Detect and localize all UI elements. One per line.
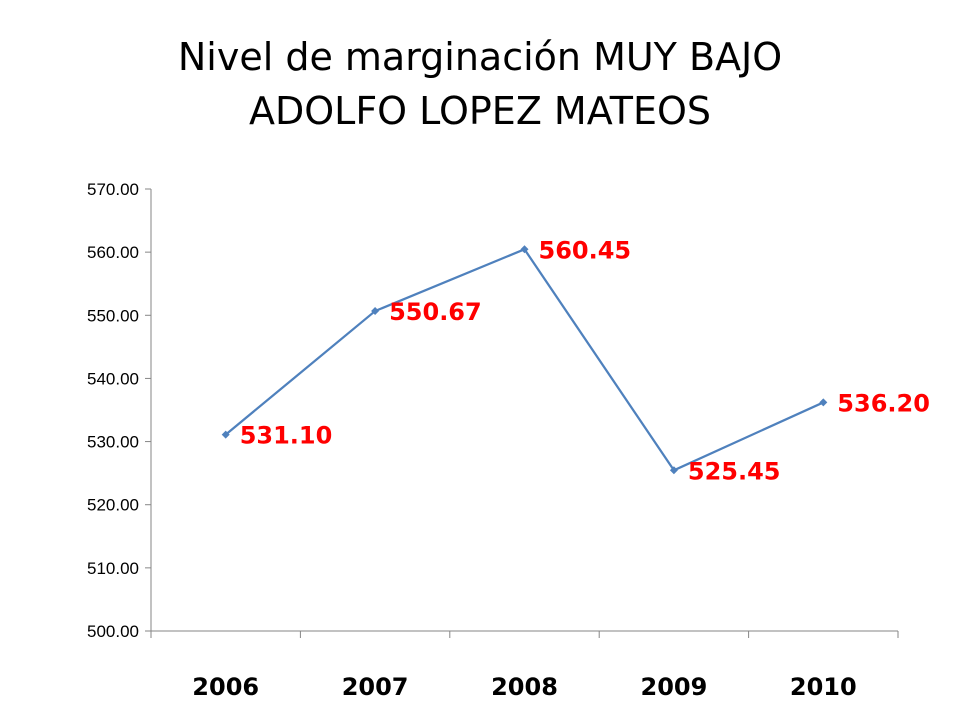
- chart-title: Nivel de marginación MUY BAJO ADOLFO LOP…: [0, 30, 960, 138]
- x-tick-label: 2006: [192, 673, 259, 701]
- y-tick-label: 530.00: [87, 433, 139, 452]
- data-label: 560.45: [539, 236, 632, 264]
- y-tick-label: 570.00: [87, 180, 139, 199]
- data-labels: 531.10 550.67 560.45 525.45 536.20: [240, 236, 930, 485]
- y-tick-label: 500.00: [87, 622, 139, 641]
- x-tick-label: 2009: [641, 673, 708, 701]
- data-point-marker: [669, 466, 678, 475]
- x-tick-label: 2007: [342, 673, 409, 701]
- y-axis: 500.00 510.00 520.00 530.00 540.00 550.00 560.…: [87, 180, 152, 641]
- data-point-marker: [221, 430, 230, 439]
- data-label: 550.67: [389, 298, 482, 326]
- y-tick-label: 550.00: [87, 306, 139, 325]
- x-tick-label: 2010: [790, 673, 857, 701]
- data-label: 536.20: [837, 389, 930, 417]
- y-tick-label: 520.00: [87, 496, 139, 515]
- data-point-marker: [819, 398, 828, 407]
- data-point-marker: [371, 307, 380, 316]
- data-point-marker: [520, 245, 529, 254]
- chart-title-line-1: Nivel de marginación MUY BAJO: [177, 35, 783, 79]
- y-tick-label: 540.00: [87, 369, 139, 388]
- x-tick-label: 2008: [491, 673, 558, 701]
- series: [221, 245, 828, 475]
- x-axis: 2006 2007 2008 2009 2010: [150, 630, 899, 701]
- data-label: 525.45: [688, 457, 781, 485]
- y-tick-label: 560.00: [87, 243, 139, 262]
- data-label: 531.10: [240, 422, 333, 450]
- y-tick-label: 510.00: [87, 559, 139, 578]
- chart-title-line-2: ADOLFO LOPEZ MATEOS: [248, 89, 712, 133]
